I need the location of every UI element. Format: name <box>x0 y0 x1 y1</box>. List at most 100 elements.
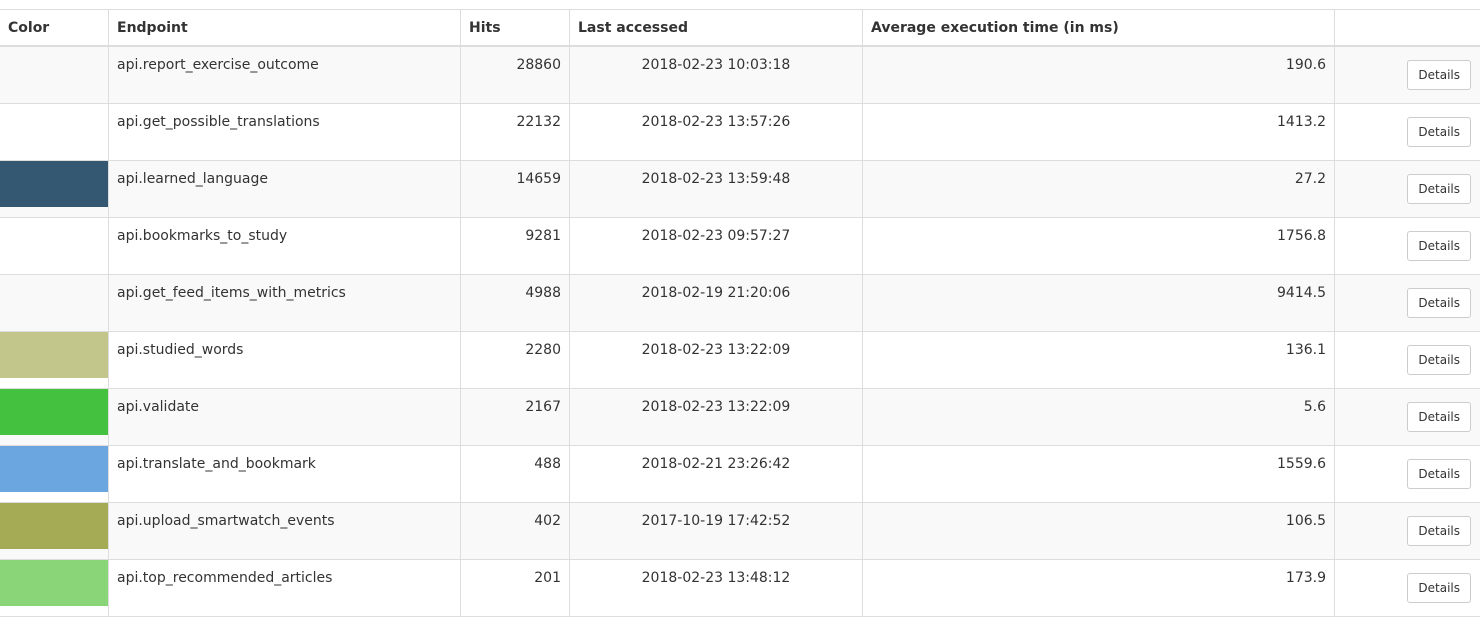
header-actions <box>1335 10 1480 47</box>
table-row: api.bookmarks_to_study 9281 2018-02-23 0… <box>0 218 1480 275</box>
hits-cell: 28860 <box>461 46 570 104</box>
color-swatch <box>0 332 108 378</box>
color-cell <box>0 275 109 332</box>
table-row: api.report_exercise_outcome 28860 2018-0… <box>0 46 1480 104</box>
details-button[interactable]: Details <box>1407 459 1471 489</box>
last-accessed-cell: 2018-02-21 23:26:42 <box>570 446 863 503</box>
last-accessed-cell: 2018-02-23 13:22:09 <box>570 332 863 389</box>
hits-cell: 14659 <box>461 161 570 218</box>
header-endpoint[interactable]: Endpoint <box>109 10 461 47</box>
endpoint-cell: api.validate <box>109 389 461 446</box>
table-row: api.learned_language 14659 2018-02-23 13… <box>0 161 1480 218</box>
hits-cell: 9281 <box>461 218 570 275</box>
color-swatch <box>0 503 108 549</box>
color-cell <box>0 332 109 389</box>
action-cell: Details <box>1335 104 1480 161</box>
details-button[interactable]: Details <box>1407 60 1471 90</box>
color-cell <box>0 46 109 104</box>
avg-time-cell: 27.2 <box>863 161 1335 218</box>
color-cell <box>0 560 109 617</box>
avg-time-cell: 190.6 <box>863 46 1335 104</box>
details-button[interactable]: Details <box>1407 345 1471 375</box>
endpoint-cell: api.get_feed_items_with_metrics <box>109 275 461 332</box>
endpoint-cell: api.translate_and_bookmark <box>109 446 461 503</box>
color-swatch <box>0 389 108 435</box>
hits-cell: 488 <box>461 446 570 503</box>
color-swatch <box>0 218 108 264</box>
header-avg-time[interactable]: Average execution time (in ms) <box>863 10 1335 47</box>
last-accessed-cell: 2018-02-23 13:59:48 <box>570 161 863 218</box>
action-cell: Details <box>1335 389 1480 446</box>
table-row: api.studied_words 2280 2018-02-23 13:22:… <box>0 332 1480 389</box>
endpoint-cell: api.get_possible_translations <box>109 104 461 161</box>
color-cell <box>0 104 109 161</box>
color-swatch <box>0 47 108 93</box>
hits-cell: 402 <box>461 503 570 560</box>
hits-cell: 201 <box>461 560 570 617</box>
action-cell: Details <box>1335 161 1480 218</box>
table-row: api.validate 2167 2018-02-23 13:22:09 5.… <box>0 389 1480 446</box>
last-accessed-cell: 2018-02-23 10:03:18 <box>570 46 863 104</box>
action-cell: Details <box>1335 275 1480 332</box>
color-cell <box>0 161 109 218</box>
endpoint-cell: api.learned_language <box>109 161 461 218</box>
endpoint-cell: api.top_recommended_articles <box>109 560 461 617</box>
avg-time-cell: 106.5 <box>863 503 1335 560</box>
table-body: api.report_exercise_outcome 28860 2018-0… <box>0 46 1480 617</box>
table-row: api.translate_and_bookmark 488 2018-02-2… <box>0 446 1480 503</box>
endpoint-cell: api.studied_words <box>109 332 461 389</box>
color-swatch <box>0 104 108 150</box>
details-button[interactable]: Details <box>1407 117 1471 147</box>
last-accessed-cell: 2018-02-23 13:48:12 <box>570 560 863 617</box>
details-button[interactable]: Details <box>1407 288 1471 318</box>
table-row: api.get_possible_translations 22132 2018… <box>0 104 1480 161</box>
last-accessed-cell: 2018-02-23 13:57:26 <box>570 104 863 161</box>
table-header: Color Endpoint Hits Last accessed Averag… <box>0 10 1480 47</box>
endpoints-table: Color Endpoint Hits Last accessed Averag… <box>0 9 1480 617</box>
endpoint-cell: api.report_exercise_outcome <box>109 46 461 104</box>
table-row: api.upload_smartwatch_events 402 2017-10… <box>0 503 1480 560</box>
avg-time-cell: 1559.6 <box>863 446 1335 503</box>
header-row: Color Endpoint Hits Last accessed Averag… <box>0 10 1480 47</box>
details-button[interactable]: Details <box>1407 231 1471 261</box>
avg-time-cell: 1413.2 <box>863 104 1335 161</box>
color-swatch <box>0 446 108 492</box>
avg-time-cell: 5.6 <box>863 389 1335 446</box>
table-row: api.get_feed_items_with_metrics 4988 201… <box>0 275 1480 332</box>
color-swatch <box>0 560 108 606</box>
avg-time-cell: 173.9 <box>863 560 1335 617</box>
hits-cell: 2280 <box>461 332 570 389</box>
details-button[interactable]: Details <box>1407 573 1471 603</box>
table-row: api.top_recommended_articles 201 2018-02… <box>0 560 1480 617</box>
details-button[interactable]: Details <box>1407 174 1471 204</box>
last-accessed-cell: 2017-10-19 17:42:52 <box>570 503 863 560</box>
header-last-accessed[interactable]: Last accessed <box>570 10 863 47</box>
action-cell: Details <box>1335 218 1480 275</box>
color-swatch <box>0 275 108 321</box>
color-cell <box>0 503 109 560</box>
action-cell: Details <box>1335 332 1480 389</box>
color-swatch <box>0 161 108 207</box>
endpoint-cell: api.bookmarks_to_study <box>109 218 461 275</box>
action-cell: Details <box>1335 446 1480 503</box>
color-cell <box>0 218 109 275</box>
header-color[interactable]: Color <box>0 10 109 47</box>
avg-time-cell: 9414.5 <box>863 275 1335 332</box>
action-cell: Details <box>1335 503 1480 560</box>
last-accessed-cell: 2018-02-23 09:57:27 <box>570 218 863 275</box>
details-button[interactable]: Details <box>1407 402 1471 432</box>
details-button[interactable]: Details <box>1407 516 1471 546</box>
hits-cell: 2167 <box>461 389 570 446</box>
endpoint-cell: api.upload_smartwatch_events <box>109 503 461 560</box>
color-cell <box>0 446 109 503</box>
avg-time-cell: 136.1 <box>863 332 1335 389</box>
color-cell <box>0 389 109 446</box>
hits-cell: 4988 <box>461 275 570 332</box>
action-cell: Details <box>1335 46 1480 104</box>
action-cell: Details <box>1335 560 1480 617</box>
header-hits[interactable]: Hits <box>461 10 570 47</box>
last-accessed-cell: 2018-02-19 21:20:06 <box>570 275 863 332</box>
last-accessed-cell: 2018-02-23 13:22:09 <box>570 389 863 446</box>
avg-time-cell: 1756.8 <box>863 218 1335 275</box>
hits-cell: 22132 <box>461 104 570 161</box>
